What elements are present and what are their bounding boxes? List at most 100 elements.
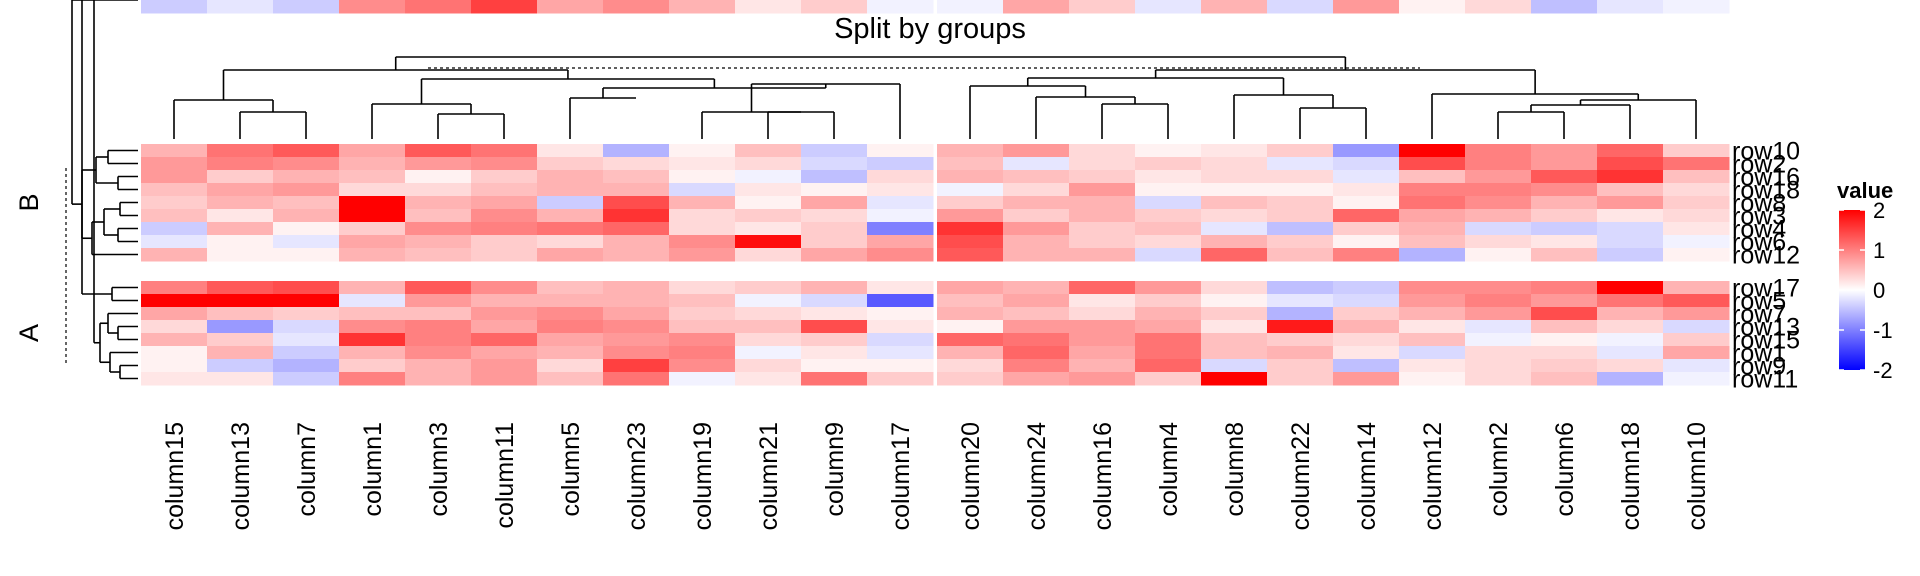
heatmap-cell — [1333, 0, 1400, 14]
heatmap-cell — [801, 222, 868, 236]
heatmap-cell — [1201, 307, 1268, 321]
heatmap-cell — [1003, 157, 1070, 171]
heatmap-cell — [1597, 333, 1664, 347]
heatmap-cell — [603, 209, 670, 223]
heatmap-cell — [669, 281, 736, 295]
heatmap-cell — [1201, 183, 1268, 197]
heatmap-cell — [1333, 222, 1400, 236]
heatmap-cell — [1531, 183, 1598, 197]
heatmap-cell — [801, 307, 868, 321]
heatmap-cell — [1135, 144, 1202, 158]
heatmap-cell — [1069, 196, 1136, 210]
heatmap-cell — [471, 346, 538, 360]
heatmap-cell — [1069, 0, 1136, 14]
heatmap-cell — [801, 359, 868, 373]
heatmap-cell — [405, 307, 472, 321]
column-label: column2 — [1485, 422, 1513, 517]
heatmap-cell — [603, 359, 670, 373]
heatmap-cell — [1531, 333, 1598, 347]
heatmap-cell — [1267, 170, 1334, 184]
heatmap-cell — [1663, 359, 1730, 373]
heatmap-cell — [537, 170, 604, 184]
heatmap-cell — [801, 157, 868, 171]
heatmap-cell — [273, 320, 340, 334]
heatmap-cell — [1267, 0, 1334, 14]
row-label: row7 — [1732, 301, 1786, 329]
heatmap-cell — [1135, 248, 1202, 262]
heatmap-cell — [603, 372, 670, 386]
heatmap-cell — [207, 320, 274, 334]
heatmap-cell — [603, 281, 670, 295]
heatmap-cell — [669, 144, 736, 158]
heatmap-cell — [207, 196, 274, 210]
heatmap-cell — [1399, 0, 1466, 14]
heatmap-cell — [669, 359, 736, 373]
heatmap-cell — [735, 294, 802, 308]
heatmap-cell — [1465, 248, 1532, 262]
heatmap-cell — [405, 144, 472, 158]
heatmap-cell — [405, 346, 472, 360]
heatmap-cell — [1399, 320, 1466, 334]
heatmap-cell — [471, 320, 538, 334]
heatmap-cell — [1003, 359, 1070, 373]
heatmap-cell — [669, 294, 736, 308]
row-label: row12 — [1732, 242, 1800, 270]
heatmap-cell — [1597, 359, 1664, 373]
heatmap-cell — [405, 372, 472, 386]
heatmap-cell — [1333, 144, 1400, 158]
heatmap-cell — [273, 209, 340, 223]
heatmap-cell — [471, 294, 538, 308]
heatmap-cell — [735, 0, 802, 14]
heatmap-cell — [537, 359, 604, 373]
heatmap-cell — [1465, 294, 1532, 308]
heatmap-cell — [1267, 196, 1334, 210]
row-label: row11 — [1732, 366, 1798, 394]
heatmap-cell — [801, 0, 868, 14]
heatmap-cell — [1663, 0, 1730, 14]
heatmap-cell — [1597, 281, 1664, 295]
column-label: column24 — [1023, 422, 1051, 530]
heatmap-cell — [1597, 0, 1664, 14]
heatmap-cell — [537, 0, 604, 14]
row-label: row13 — [1732, 314, 1800, 342]
heatmap-cell — [1201, 157, 1268, 171]
heatmap-cell — [603, 144, 670, 158]
heatmap-cell — [1267, 209, 1334, 223]
heatmap-cell — [1531, 281, 1598, 295]
heatmap-cell — [1531, 170, 1598, 184]
heatmap-cell — [141, 281, 208, 295]
column-label: column7 — [293, 422, 321, 517]
heatmap-cell — [867, 307, 934, 321]
heatmap-cell — [1267, 281, 1334, 295]
heatmap-cell — [867, 222, 934, 236]
heatmap-cell — [937, 372, 1004, 386]
heatmap-cell — [537, 196, 604, 210]
heatmap-cells — [141, 0, 1730, 386]
row-label: row3 — [1732, 203, 1786, 231]
heatmap-cell — [1399, 144, 1466, 158]
heatmap-cell — [1399, 183, 1466, 197]
heatmap-cell — [867, 320, 934, 334]
heatmap-cell — [603, 346, 670, 360]
heatmap-cell — [1003, 307, 1070, 321]
heatmap-cell — [405, 222, 472, 236]
heatmap-cell — [1531, 157, 1598, 171]
heatmap-cell — [1135, 196, 1202, 210]
heatmap-cell — [339, 0, 406, 14]
heatmap-cell — [1135, 346, 1202, 360]
heatmap-cell — [141, 248, 208, 262]
heatmap-cell — [867, 0, 934, 14]
heatmap-cell — [207, 248, 274, 262]
heatmap-cell — [1201, 209, 1268, 223]
heatmap-cell — [141, 183, 208, 197]
heatmap-cell — [1069, 209, 1136, 223]
row-label: row16 — [1732, 164, 1800, 192]
heatmap-cell — [1069, 248, 1136, 262]
legend-tick-label: -2 — [1873, 358, 1893, 383]
heatmap-cell — [339, 320, 406, 334]
heatmap-cell — [603, 235, 670, 249]
heatmap-cell — [1135, 307, 1202, 321]
heatmap-cell — [1135, 235, 1202, 249]
heatmap-cell — [1069, 307, 1136, 321]
column-label: column6 — [1551, 422, 1579, 517]
